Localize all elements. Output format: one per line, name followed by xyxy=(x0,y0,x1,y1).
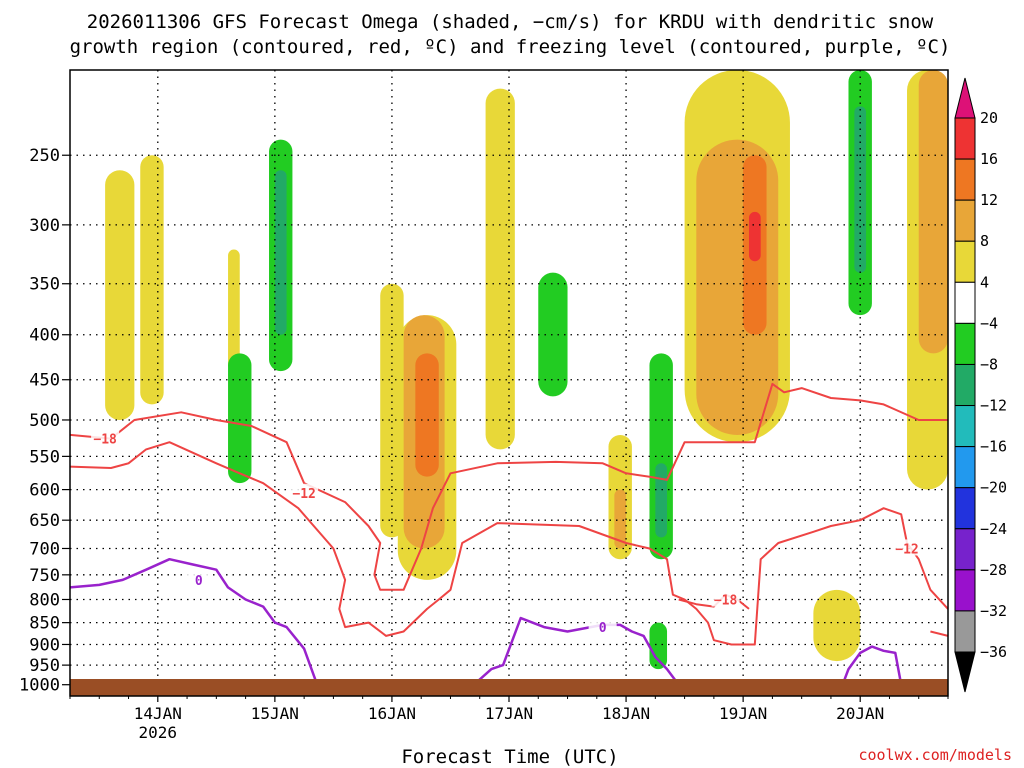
omega-shade-region xyxy=(228,353,252,484)
colorbar-label: −36 xyxy=(980,643,1007,661)
freezing-level-contour xyxy=(841,645,903,686)
colorbar-label: 8 xyxy=(980,232,989,250)
x-tick-label: 15JAN xyxy=(251,704,299,723)
y-tick-label: 950 xyxy=(29,656,60,676)
contour-lines: −18 −12 −18 −12 0 0 xyxy=(69,382,949,686)
y-tick-label: 300 xyxy=(29,216,60,236)
colorbar-label: −8 xyxy=(980,355,998,373)
y-tick-label: 750 xyxy=(29,566,60,586)
colorbar: 20 16 12 8 4 −4 −8 −12 −16 −20 −24 −28 −32 −36 xyxy=(954,77,1007,693)
contour-label: 0 xyxy=(599,621,607,636)
x-tick-label: 16JAN xyxy=(368,704,416,723)
omega-shade-region xyxy=(614,489,627,549)
colorbar-swatch xyxy=(954,158,976,201)
y-tick-label: 400 xyxy=(29,326,60,346)
y-tick-label: 550 xyxy=(29,447,60,467)
contour-label-bg xyxy=(184,570,213,587)
dendritic-contour xyxy=(69,382,948,591)
contour-label: −18 xyxy=(714,593,738,608)
colorbar-swatch xyxy=(954,528,976,571)
x-tick-label: 19JAN xyxy=(719,704,767,723)
grid-lines xyxy=(70,70,948,696)
x-tick-label: 17JAN xyxy=(485,704,533,723)
omega-shade-region xyxy=(415,353,439,477)
omega-shade-region xyxy=(105,170,135,420)
y-tick-label: 450 xyxy=(29,371,60,391)
contour-label-bg xyxy=(711,590,740,607)
credit-text: coolwx.com/models xyxy=(858,746,1012,764)
omega-shade-region xyxy=(485,88,515,450)
colorbar-swatch xyxy=(954,322,976,365)
omega-shade-region xyxy=(813,589,861,662)
colorbar-label: −16 xyxy=(980,438,1007,456)
omega-shade-region xyxy=(655,463,668,538)
colorbar-label: 20 xyxy=(980,109,998,127)
colorbar-swatch xyxy=(954,610,976,653)
contour-label: −12 xyxy=(292,487,315,502)
x-axis-label: Forecast Time (UTC) xyxy=(401,746,618,768)
colorbar-swatch xyxy=(954,405,976,448)
colorbar-swatch xyxy=(954,117,976,160)
chart-title-line1: 2026011306 GFS Forecast Omega (shaded, −… xyxy=(87,11,934,33)
colorbar-swatch xyxy=(954,199,976,242)
colorbar-bottom-triangle xyxy=(954,651,976,693)
colorbar-top-triangle xyxy=(954,77,976,119)
y-tick-label: 800 xyxy=(29,590,60,610)
y-tick-label: 500 xyxy=(29,411,60,431)
omega-shade-region xyxy=(140,155,164,405)
colorbar-label: −12 xyxy=(980,397,1007,415)
omega-shade-region xyxy=(538,272,568,397)
chart-title-line2: growth region (contoured, red, ºC) and f… xyxy=(70,36,951,58)
colorbar-swatch xyxy=(954,240,976,283)
colorbar-label: 4 xyxy=(980,273,989,291)
omega-shade-region xyxy=(918,70,948,354)
y-tick-label: 250 xyxy=(29,146,60,166)
y-axis-ticks: 2503003504004505005506006507007508008509… xyxy=(19,146,70,696)
colorbar-swatch xyxy=(954,363,976,407)
x-tick-sublabel: 2026 xyxy=(139,723,178,742)
dendritic-contour xyxy=(930,630,949,637)
x-tick-label: 18JAN xyxy=(602,704,650,723)
contour-label: 0 xyxy=(195,574,203,589)
omega-shade-region xyxy=(274,170,287,335)
ground-band xyxy=(70,679,948,696)
x-tick-label: 14JAN xyxy=(134,704,182,723)
y-tick-label: 350 xyxy=(29,275,60,295)
colorbar-label: −28 xyxy=(980,561,1007,579)
colorbar-label: −20 xyxy=(980,479,1007,497)
omega-shade-region xyxy=(748,211,761,262)
contour-label: −18 xyxy=(93,433,117,448)
dendritic-contour xyxy=(69,441,949,646)
colorbar-label: 12 xyxy=(980,191,998,209)
colorbar-swatch xyxy=(954,569,976,612)
omega-shade-region xyxy=(854,106,867,273)
y-tick-label: 850 xyxy=(29,614,60,634)
omega-shading xyxy=(105,70,948,670)
colorbar-label: 16 xyxy=(980,150,998,168)
contour-label: −12 xyxy=(895,542,918,557)
x-tick-label: 20JAN xyxy=(836,704,884,723)
contour-label-bg xyxy=(91,429,120,446)
colorbar-label: −4 xyxy=(980,314,998,332)
y-tick-label: 1000 xyxy=(19,676,60,696)
y-tick-label: 700 xyxy=(29,539,60,559)
contour-label-bg xyxy=(290,483,319,500)
contour-label-bg xyxy=(588,618,617,635)
omega-shade-region xyxy=(649,622,668,670)
colorbar-swatch xyxy=(954,446,976,489)
colorbar-swatch xyxy=(954,487,976,530)
colorbar-swatch xyxy=(954,281,976,324)
contour-label-bg xyxy=(893,539,922,556)
colorbar-label: −32 xyxy=(980,602,1007,620)
y-tick-label: 650 xyxy=(29,511,60,531)
y-tick-label: 600 xyxy=(29,481,60,501)
omega-shade-region xyxy=(228,249,240,372)
colorbar-label: −24 xyxy=(980,520,1007,538)
plot-area: −18 −12 −18 −12 0 0 xyxy=(69,69,949,697)
freezing-level-contour xyxy=(69,557,317,682)
y-tick-label: 900 xyxy=(29,635,60,655)
